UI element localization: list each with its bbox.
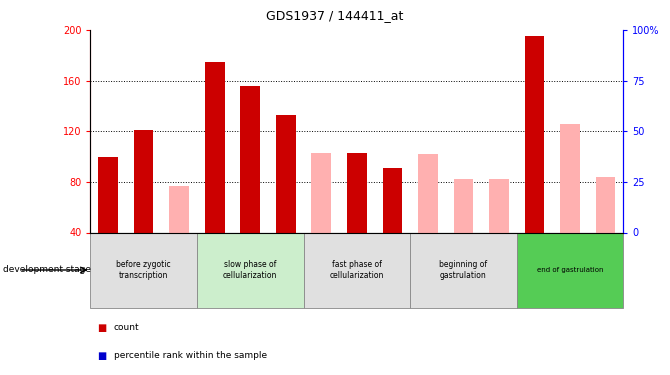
Bar bbox=[134, 130, 153, 232]
Bar bbox=[304, 232, 410, 308]
Bar bbox=[241, 86, 260, 232]
Text: ■: ■ bbox=[97, 351, 107, 361]
Bar bbox=[454, 179, 473, 232]
Text: development stage: development stage bbox=[3, 266, 91, 274]
Text: fast phase of
cellularization: fast phase of cellularization bbox=[330, 260, 384, 280]
Text: GDS1937 / 144411_at: GDS1937 / 144411_at bbox=[266, 9, 404, 22]
Text: before zygotic
transcription: before zygotic transcription bbox=[117, 260, 171, 280]
Bar bbox=[383, 168, 402, 232]
Bar bbox=[197, 232, 304, 308]
Bar bbox=[90, 232, 197, 308]
Text: percentile rank within the sample: percentile rank within the sample bbox=[114, 351, 267, 360]
Bar bbox=[525, 36, 544, 232]
Bar bbox=[312, 153, 331, 232]
Text: beginning of
gastrulation: beginning of gastrulation bbox=[440, 260, 487, 280]
Text: count: count bbox=[114, 322, 139, 332]
Bar bbox=[560, 124, 580, 232]
Text: end of gastrulation: end of gastrulation bbox=[537, 267, 603, 273]
Text: ■: ■ bbox=[97, 322, 107, 333]
Bar bbox=[347, 153, 366, 232]
Text: slow phase of
cellularization: slow phase of cellularization bbox=[223, 260, 277, 280]
Bar bbox=[98, 157, 118, 232]
Bar bbox=[418, 154, 438, 232]
Bar bbox=[489, 179, 509, 232]
Bar bbox=[205, 62, 224, 232]
Bar bbox=[410, 232, 517, 308]
Bar bbox=[517, 232, 623, 308]
Bar bbox=[596, 177, 615, 232]
Bar bbox=[276, 115, 295, 232]
Bar bbox=[170, 186, 189, 232]
